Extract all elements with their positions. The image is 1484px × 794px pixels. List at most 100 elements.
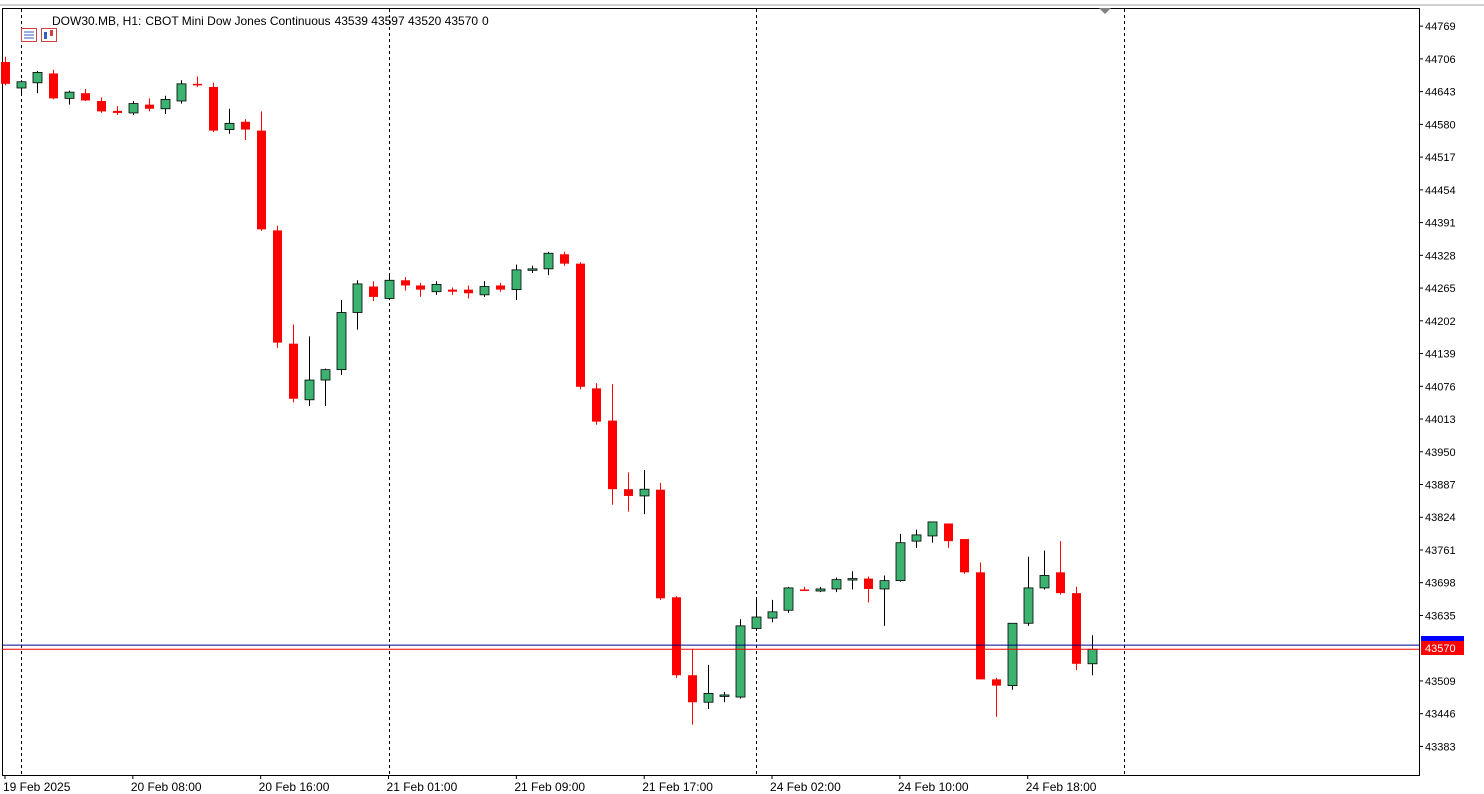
candle-body bbox=[735, 625, 746, 698]
candle-body bbox=[1087, 648, 1098, 665]
price-tag: 43570 bbox=[1421, 636, 1464, 655]
y-tick-label: 44265 bbox=[1425, 283, 1456, 295]
candle-body bbox=[576, 263, 585, 387]
day-separators bbox=[21, 9, 1125, 775]
candle-body bbox=[688, 675, 697, 703]
y-tick-label: 44076 bbox=[1425, 381, 1456, 393]
candle-body bbox=[49, 73, 58, 99]
candle bbox=[783, 586, 794, 613]
candle bbox=[735, 619, 746, 699]
candle bbox=[401, 277, 410, 291]
candle-body bbox=[960, 539, 969, 573]
candle bbox=[911, 529, 922, 548]
candle-body bbox=[209, 86, 218, 131]
price-axis[interactable]: 44769 44706 44643 44580 44517 44454 44391 44328… bbox=[1419, 21, 1456, 753]
candle bbox=[703, 664, 714, 710]
chart-shift-marker-icon[interactable] bbox=[1099, 8, 1111, 14]
candle bbox=[416, 282, 425, 297]
candle-body bbox=[527, 268, 538, 271]
candle-body bbox=[911, 534, 922, 542]
candle-body bbox=[624, 489, 633, 496]
chart-list-icon[interactable] bbox=[8, 14, 38, 42]
plot-area[interactable] bbox=[2, 8, 1420, 776]
candle bbox=[113, 106, 122, 116]
indicators-icon[interactable] bbox=[28, 14, 58, 42]
candle bbox=[1, 56, 10, 86]
y-tick-label: 43383 bbox=[1425, 741, 1456, 753]
candle bbox=[81, 89, 90, 101]
time-axis[interactable]: 19 Feb 2025 20 Feb 08:00 20 Feb 16:00 21 Fe… bbox=[3, 775, 1097, 794]
candle-body bbox=[800, 589, 809, 591]
candle-body bbox=[719, 694, 730, 697]
candle-body bbox=[1056, 572, 1065, 594]
y-tick-label: 43761 bbox=[1425, 545, 1456, 557]
candle bbox=[592, 383, 601, 425]
price-tag-label: 43570 bbox=[1425, 643, 1456, 655]
candle bbox=[257, 111, 266, 231]
y-tick-label: 44328 bbox=[1425, 250, 1456, 262]
y-tick-label: 44391 bbox=[1425, 218, 1456, 230]
candle bbox=[273, 225, 282, 348]
candle bbox=[767, 599, 778, 623]
candle bbox=[688, 649, 697, 725]
candle bbox=[864, 576, 873, 603]
candle bbox=[879, 575, 890, 626]
symbol-description: CBOT Mini Dow Jones Continuous bbox=[145, 14, 331, 28]
candle-body bbox=[656, 489, 665, 599]
candle-body bbox=[944, 523, 953, 542]
candle bbox=[895, 533, 906, 582]
candle bbox=[64, 90, 75, 105]
candle bbox=[320, 368, 331, 407]
candle bbox=[639, 469, 650, 515]
candle bbox=[369, 281, 378, 302]
candle-body bbox=[511, 269, 522, 291]
candle-body bbox=[32, 72, 43, 84]
candle-body bbox=[16, 81, 27, 89]
y-tick-label: 43824 bbox=[1425, 512, 1456, 524]
candle bbox=[97, 97, 106, 113]
candle-body bbox=[81, 93, 90, 101]
y-tick-label: 44517 bbox=[1425, 152, 1456, 164]
candle bbox=[624, 472, 633, 512]
candle-body bbox=[384, 279, 395, 299]
x-tick-label: 24 Feb 18:00 bbox=[1026, 780, 1097, 794]
candle-body bbox=[639, 488, 650, 497]
candle bbox=[1007, 622, 1018, 690]
candle bbox=[352, 280, 363, 330]
candle-body bbox=[128, 103, 139, 114]
y-tick-label: 43698 bbox=[1425, 578, 1456, 590]
candle-body bbox=[831, 579, 842, 590]
candle-body bbox=[976, 572, 985, 680]
candle bbox=[336, 300, 347, 375]
y-tick-label: 44769 bbox=[1425, 21, 1456, 33]
y-tick-label: 44139 bbox=[1425, 349, 1456, 361]
symbol-timeframe: DOW30.MB, H1: bbox=[52, 14, 142, 28]
candle-body bbox=[224, 122, 235, 130]
candle bbox=[847, 571, 858, 590]
candle-body bbox=[431, 284, 442, 293]
candle bbox=[608, 384, 617, 505]
candle-body bbox=[241, 121, 250, 130]
candle-body bbox=[767, 611, 778, 619]
candle-body bbox=[416, 285, 425, 290]
candle bbox=[431, 281, 442, 295]
x-tick-label: 21 Feb 09:00 bbox=[514, 780, 585, 794]
x-tick-label: 20 Feb 08:00 bbox=[131, 780, 202, 794]
candle-body bbox=[592, 388, 601, 422]
candle-body bbox=[847, 578, 858, 581]
x-tick-label: 24 Feb 02:00 bbox=[770, 780, 841, 794]
candle bbox=[496, 282, 505, 292]
candle bbox=[719, 691, 730, 703]
candle bbox=[672, 596, 681, 678]
candle-body bbox=[352, 283, 363, 313]
volume-value: 0 bbox=[482, 14, 489, 28]
candle-body bbox=[1023, 587, 1034, 624]
candle bbox=[32, 70, 43, 94]
candle bbox=[145, 98, 154, 112]
candle bbox=[464, 285, 473, 299]
candle bbox=[193, 76, 202, 87]
candle-body bbox=[927, 521, 938, 537]
candle-body bbox=[496, 285, 505, 290]
y-tick-label: 44202 bbox=[1425, 316, 1456, 328]
